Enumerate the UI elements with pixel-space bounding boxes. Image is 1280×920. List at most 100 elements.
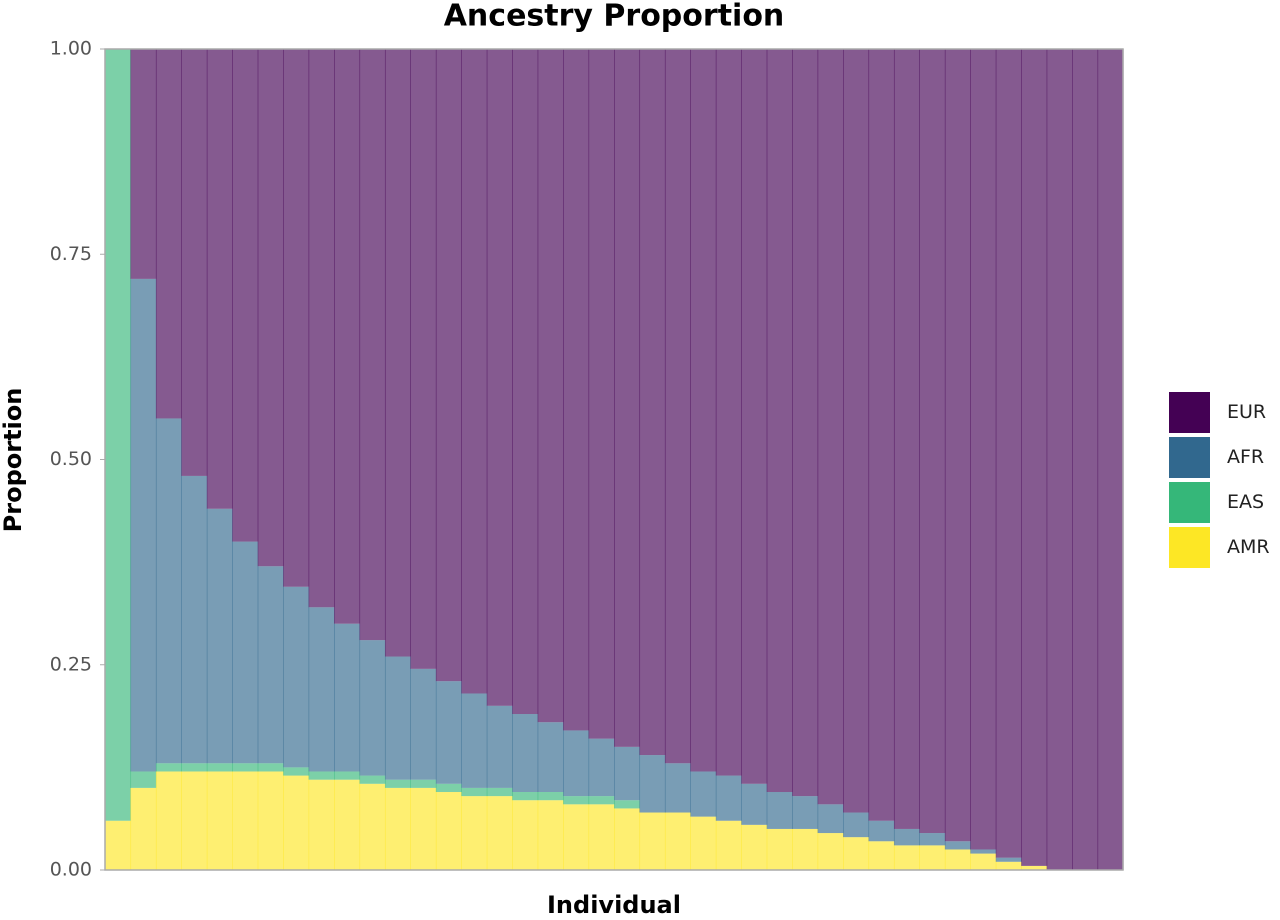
- bar-segment: [257, 771, 284, 870]
- legend-key: [1169, 482, 1210, 523]
- bar-segment: [130, 787, 157, 870]
- bar-segment: [792, 796, 819, 829]
- bar-segment: [334, 623, 361, 772]
- bar-segment: [257, 763, 284, 772]
- bar-segment: [359, 640, 386, 776]
- bar-segment: [563, 804, 590, 870]
- bar-segment: [1097, 49, 1124, 870]
- bar-segment: [537, 722, 564, 793]
- bar-segment: [461, 693, 488, 788]
- bar-segment: [435, 792, 462, 870]
- bar-segment: [919, 49, 946, 834]
- bar-segment: [970, 853, 997, 870]
- plot-area: [105, 49, 1124, 870]
- bar-segment: [843, 837, 870, 870]
- bar-segment: [359, 49, 386, 641]
- bar-segment: [308, 49, 335, 608]
- bar-segment: [715, 775, 742, 821]
- bar-segment: [512, 792, 539, 801]
- bar-segment: [308, 779, 335, 870]
- bar-segment: [410, 787, 437, 870]
- bar-segment: [995, 49, 1022, 858]
- legend-key: [1169, 437, 1210, 478]
- bar-segment: [843, 49, 870, 813]
- bar-segment: [334, 771, 361, 780]
- bar-segment: [1046, 49, 1073, 870]
- bar-segment: [715, 49, 742, 776]
- bar-segment: [944, 841, 971, 850]
- y-tick-label: 0.50: [50, 448, 92, 470]
- bar-segment: [308, 607, 335, 772]
- bar-segment: [155, 763, 182, 772]
- bar-segment: [944, 49, 971, 842]
- bar-segment: [690, 771, 717, 817]
- bar-segment: [486, 796, 513, 870]
- bar-segment: [893, 845, 920, 870]
- y-tick-label: 1.00: [50, 38, 92, 60]
- bar-segment: [588, 738, 615, 797]
- bar-segment: [206, 508, 233, 764]
- bar-segment: [1021, 49, 1048, 866]
- bar-segment: [843, 812, 870, 838]
- bar-segment: [868, 820, 895, 842]
- bar-segment: [766, 49, 793, 793]
- bar-segment: [206, 763, 233, 772]
- y-axis-label: Proportion: [0, 388, 27, 533]
- bar-segment: [206, 49, 233, 509]
- bar-segment: [384, 779, 411, 788]
- bar-segment: [181, 49, 208, 476]
- bar-segment: [435, 783, 462, 793]
- bar-segment: [257, 566, 284, 764]
- bar-segment: [563, 730, 590, 797]
- bar-segment: [817, 804, 844, 834]
- bar-segment: [130, 278, 157, 772]
- bar-segment: [283, 586, 310, 768]
- bar-segment: [1072, 49, 1099, 870]
- bar-segment: [181, 763, 208, 772]
- bar-segment: [639, 49, 666, 756]
- bar-segment: [461, 787, 488, 797]
- bar-segment: [741, 783, 768, 825]
- bar-segment: [639, 755, 666, 813]
- bar-segment: [868, 841, 895, 870]
- bar-segment: [563, 796, 590, 805]
- bar-segment: [283, 49, 310, 587]
- bar-segment: [995, 861, 1022, 870]
- bar-segment: [588, 796, 615, 805]
- bar-segment: [614, 800, 641, 809]
- bar-segment: [614, 746, 641, 801]
- bar-segment: [410, 49, 437, 669]
- bar-segment: [537, 792, 564, 801]
- bar-segment: [384, 49, 411, 657]
- bar-segment: [664, 763, 691, 813]
- bar-segment: [359, 783, 386, 870]
- bar-segment: [919, 845, 946, 870]
- bar-segment: [792, 828, 819, 870]
- bar-segment: [690, 816, 717, 870]
- bar-segment: [181, 475, 208, 764]
- legend-label: AFR: [1227, 446, 1264, 468]
- bar-segment: [512, 714, 539, 793]
- bar-segment: [792, 49, 819, 797]
- bar-segment: [486, 49, 513, 706]
- bar-segment: [741, 824, 768, 870]
- bar-segment: [486, 705, 513, 788]
- bar-segment: [105, 820, 132, 870]
- bar-segment: [817, 49, 844, 805]
- bar-segment: [155, 418, 182, 764]
- bar-segment: [614, 808, 641, 870]
- bar-segment: [232, 771, 259, 870]
- bar-segment: [334, 779, 361, 870]
- bar-segment: [105, 49, 132, 821]
- bar-segment: [588, 804, 615, 870]
- y-tick-label: 0.75: [50, 243, 92, 265]
- x-axis-label: Individual: [547, 891, 681, 919]
- bar-segment: [766, 828, 793, 870]
- bar-segment: [334, 49, 361, 624]
- bar-segment: [817, 833, 844, 870]
- legend-label: AMR: [1227, 536, 1270, 558]
- bar-segment: [919, 833, 946, 846]
- y-tick-label: 0.25: [50, 653, 92, 675]
- bar-segment: [155, 771, 182, 870]
- bar-segment: [130, 771, 157, 788]
